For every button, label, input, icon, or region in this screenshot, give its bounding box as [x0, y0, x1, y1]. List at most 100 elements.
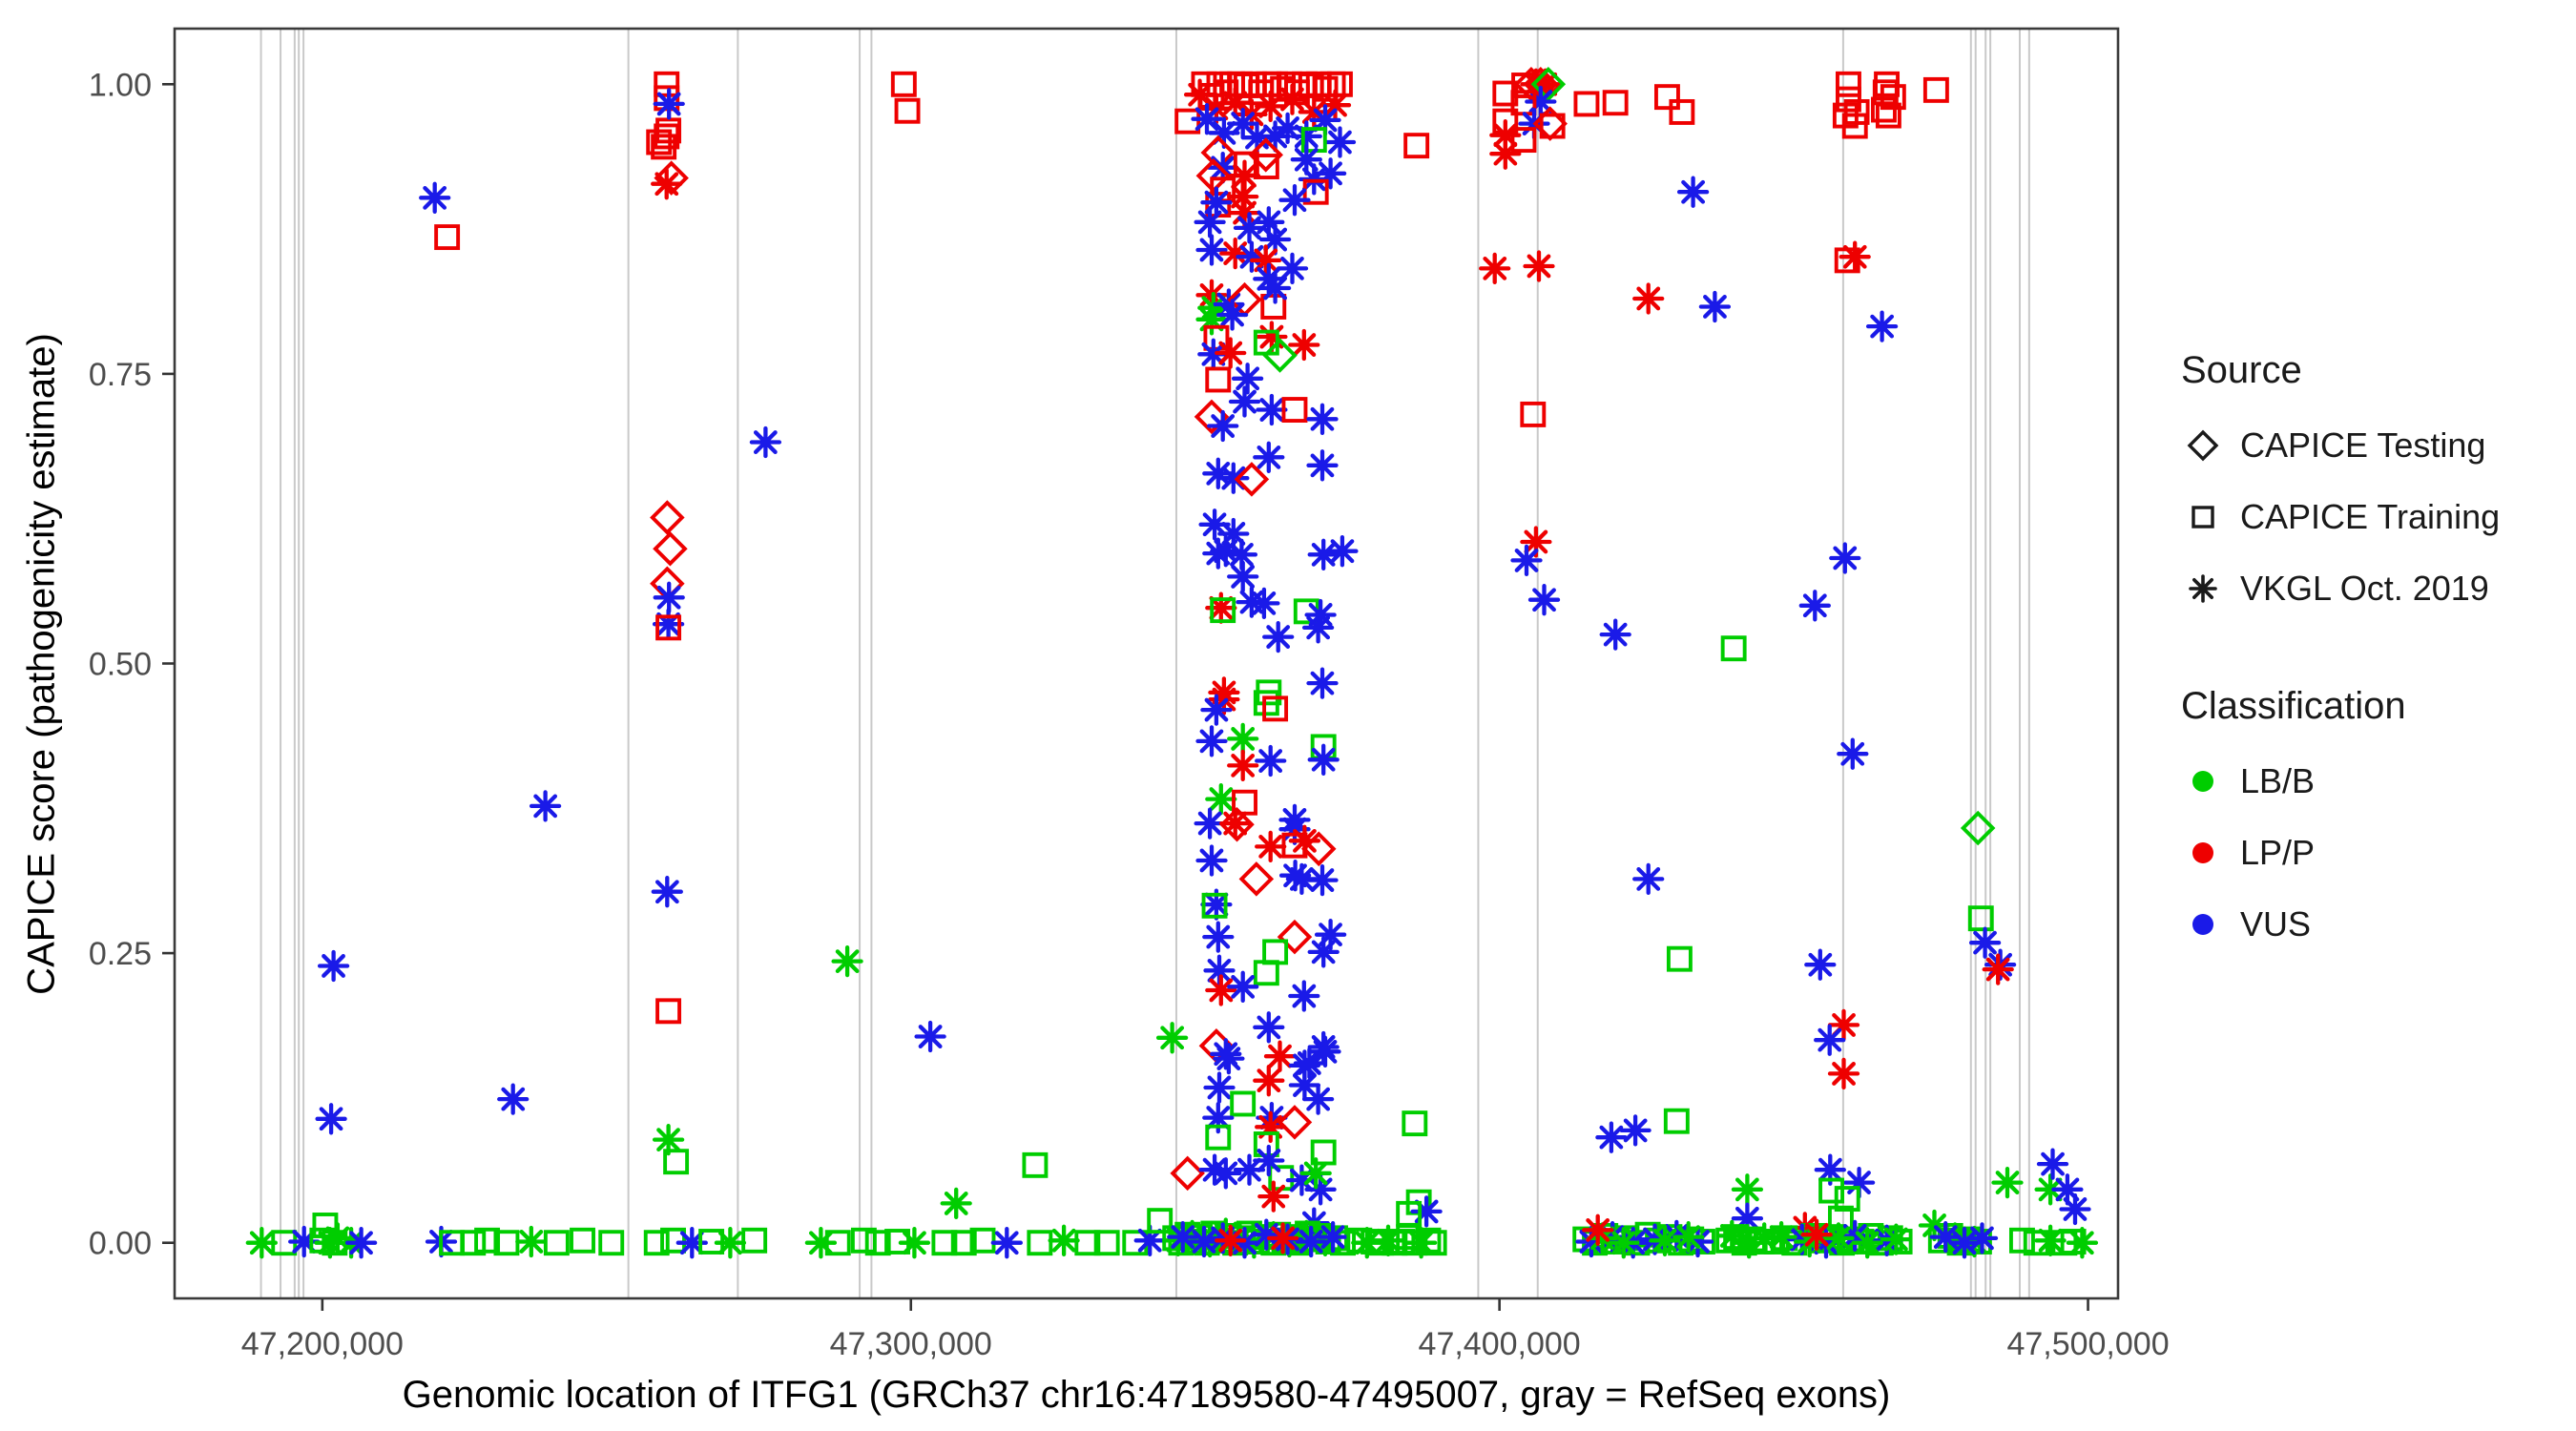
data-point-asterisk: [1227, 560, 1259, 593]
data-point-asterisk: [1372, 1224, 1404, 1256]
legend-item-capice-training: CAPICE Training: [2181, 481, 2563, 552]
data-point-asterisk: [714, 1227, 747, 1259]
data-point-square: [654, 71, 680, 97]
data-point-asterisk: [1827, 1008, 1860, 1042]
x-tick-label: 47,200,000: [241, 1326, 404, 1362]
data-point-asterisk: [1278, 860, 1312, 892]
data-point-asterisk: [1250, 1218, 1282, 1251]
red-dot-icon: [2181, 831, 2225, 875]
data-point-asterisk: [1306, 449, 1339, 482]
data-point-square: [1421, 1230, 1447, 1256]
data-point-square: [1510, 127, 1537, 154]
data-point-asterisk: [1219, 87, 1252, 119]
data-point-asterisk: [1217, 517, 1250, 550]
data-point-square: [950, 1230, 977, 1256]
data-point-asterisk: [1195, 844, 1228, 877]
data-point-asterisk: [1253, 206, 1285, 238]
data-point-asterisk: [1965, 1222, 1999, 1255]
data-point-asterisk: [1827, 1057, 1860, 1090]
data-point-square: [1602, 90, 1629, 116]
data-point-square: [1233, 151, 1259, 177]
data-point-square: [1022, 1151, 1049, 1178]
y-axis-title: CAPICE score (pathogenicity estimate): [20, 333, 63, 995]
data-point-asterisk: [1619, 1114, 1652, 1147]
data-point-asterisk: [1194, 206, 1226, 238]
data-point-asterisk: [1202, 1101, 1235, 1134]
data-point-asterisk: [1217, 462, 1250, 494]
data-point-asterisk: [1255, 744, 1287, 778]
data-point-asterisk: [1595, 1121, 1628, 1153]
data-point-square: [2008, 1227, 2035, 1254]
data-point-asterisk: [1203, 1071, 1236, 1104]
data-point-asterisk: [1195, 303, 1228, 336]
data-point-asterisk: [1207, 152, 1239, 184]
data-point-asterisk: [1228, 1227, 1261, 1259]
data-point-diamond: [653, 531, 688, 567]
data-point-asterisk: [914, 1020, 946, 1053]
data-point-asterisk: [1314, 919, 1347, 951]
data-point-square: [1834, 1186, 1860, 1213]
data-point-asterisk: [1649, 1224, 1681, 1256]
y-tick-label: 0.75: [89, 357, 152, 393]
data-point-square: [1027, 1230, 1053, 1256]
data-point-asterisk: [1215, 337, 1247, 369]
data-point-square: [1669, 98, 1695, 125]
data-point-asterisk: [1215, 299, 1249, 331]
data-point-asterisk: [1248, 587, 1280, 620]
data-point-asterisk: [1219, 237, 1252, 270]
data-point-square: [1201, 892, 1228, 919]
data-point-asterisk: [1227, 107, 1259, 140]
data-point-asterisk: [1205, 974, 1237, 1006]
data-point-asterisk: [1851, 1227, 1883, 1259]
legend: Source CAPICE Testing CAPICE Training VKGL…: [2181, 349, 2563, 960]
data-point-diamond: [650, 500, 685, 535]
data-point-square: [434, 224, 461, 251]
data-point-asterisk: [1520, 526, 1552, 558]
data-point-asterisk: [1632, 282, 1665, 315]
data-point-asterisk: [1301, 1083, 1335, 1115]
y-tick-label: 0.25: [89, 936, 152, 972]
data-point-square: [1205, 1124, 1232, 1151]
data-point-square: [543, 1230, 570, 1256]
data-point-square: [1573, 91, 1600, 117]
data-point-asterisk: [1599, 618, 1631, 651]
data-point-asterisk: [1262, 620, 1295, 653]
data-point-square: [1654, 84, 1680, 111]
data-point-asterisk: [2051, 1173, 2084, 1206]
plot-panel: [175, 29, 2118, 1298]
data-point-square: [1230, 1090, 1257, 1117]
data-point-asterisk: [314, 1227, 346, 1259]
data-point-asterisk: [1285, 1164, 1319, 1196]
data-point-asterisk: [1575, 1225, 1608, 1258]
data-point-asterisk: [1288, 980, 1320, 1012]
data-point-asterisk: [1278, 184, 1311, 217]
data-point-asterisk: [804, 1227, 838, 1259]
data-point-square: [1327, 71, 1353, 97]
data-point-asterisk: [1968, 926, 2002, 959]
data-point-asterisk: [1205, 591, 1237, 624]
data-point-asterisk: [1991, 1166, 2024, 1199]
data-point-asterisk: [1183, 78, 1216, 111]
data-point-asterisk: [749, 425, 782, 459]
data-point-square: [1871, 96, 1897, 123]
data-point-asterisk: [1257, 1180, 1290, 1213]
data-point-asterisk: [1200, 888, 1233, 921]
data-point-asterisk: [1236, 240, 1268, 273]
x-axis-title: Genomic location of ITFG1 (GRCh37 chr16:…: [402, 1374, 1891, 1416]
data-point-asterisk: [322, 1222, 354, 1255]
legend-item-lb-b: LB/B: [2181, 745, 2563, 817]
data-point-asterisk: [1681, 1225, 1714, 1258]
data-point-asterisk: [2034, 1224, 2067, 1256]
legend-classification-title: Classification: [2181, 685, 2406, 727]
data-point-asterisk: [1301, 612, 1335, 644]
data-point-asterisk: [1317, 1220, 1349, 1254]
data-point-asterisk: [1608, 1227, 1640, 1259]
legend-item-label: VUS: [2240, 903, 2312, 944]
legend-item-capice-testing: CAPICE Testing: [2181, 409, 2563, 481]
data-point-asterisk: [1285, 862, 1319, 896]
data-point-asterisk: [1250, 244, 1282, 277]
data-point-asterisk: [1307, 936, 1340, 968]
legend-item-label: CAPICE Testing: [2240, 425, 2486, 465]
